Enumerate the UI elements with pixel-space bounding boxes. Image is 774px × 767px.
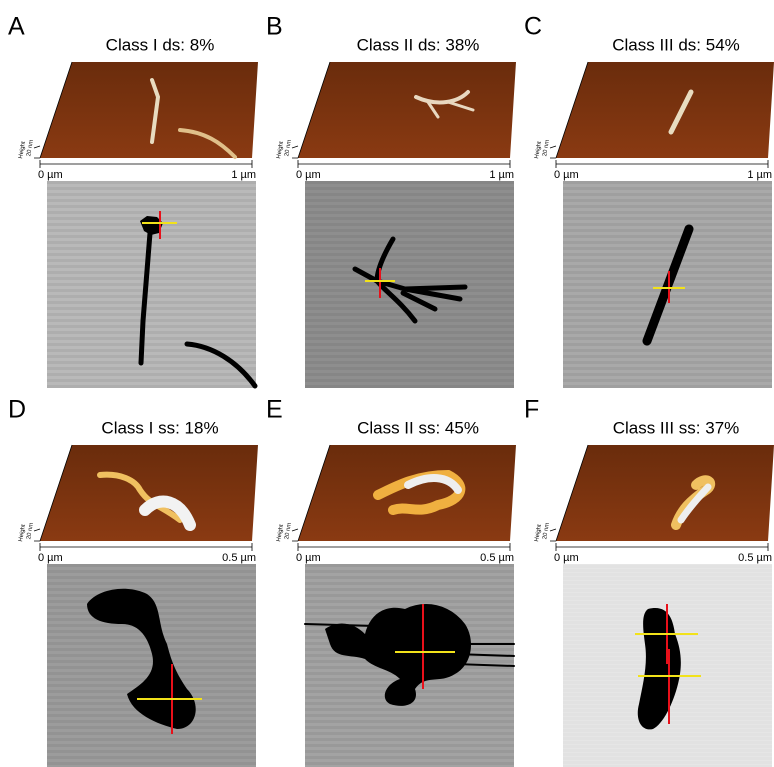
scale-end: 1 µm [747,169,772,181]
height-map [556,62,774,158]
height-map [298,445,516,541]
height-scale: 20 nm [284,139,293,156]
height-scale: 20 nm [26,139,35,156]
image-texture [47,564,256,767]
phase-image [305,181,514,388]
scale-start: 0 µm [296,552,321,564]
x-axis [556,160,768,168]
phase-image [563,564,772,767]
image-texture [305,181,514,388]
x-axis [556,543,768,551]
phase-image [563,181,772,388]
phase-image [305,564,514,767]
panel-letter: C [524,13,542,41]
panel-letter: A [8,13,25,41]
height-scale: 20 nm [26,522,35,539]
height-map [556,445,774,541]
phase-image [47,181,256,388]
panel-letter: D [8,396,26,424]
scale-start: 0 µm [296,169,321,181]
panel-letter: B [266,13,283,41]
height-scale: 20 nm [542,139,551,156]
panel-title: Class III ss: 37% [613,418,740,437]
height-map [298,62,516,158]
panel-title: Class II ss: 45% [357,418,479,437]
scale-end: 1 µm [489,169,514,181]
scale-start: 0 µm [38,169,63,181]
height-map [40,445,258,541]
panel-letter: F [524,396,539,424]
scale-end: 0.5 µm [738,552,772,564]
figure: AClass I ds: 8%Height20 nm0 µm1 µmBClass… [0,0,774,767]
scale-end: 1 µm [231,169,256,181]
panel-title: Class III ds: 54% [612,35,740,54]
panel-title: Class I ds: 8% [106,35,215,54]
height-scale: 20 nm [542,522,551,539]
panel-title: Class II ds: 38% [357,35,480,54]
panel-title: Class I ss: 18% [101,418,218,437]
panel-letter: E [266,396,283,424]
scale-start: 0 µm [554,169,579,181]
scale-start: 0 µm [38,552,63,564]
x-axis [298,543,510,551]
x-axis [40,160,252,168]
scale-end: 0.5 µm [222,552,256,564]
height-scale: 20 nm [284,522,293,539]
scale-end: 0.5 µm [480,552,514,564]
x-axis [40,543,252,551]
height-map [40,62,258,158]
x-axis [298,160,510,168]
phase-image [47,564,256,767]
scale-start: 0 µm [554,552,579,564]
